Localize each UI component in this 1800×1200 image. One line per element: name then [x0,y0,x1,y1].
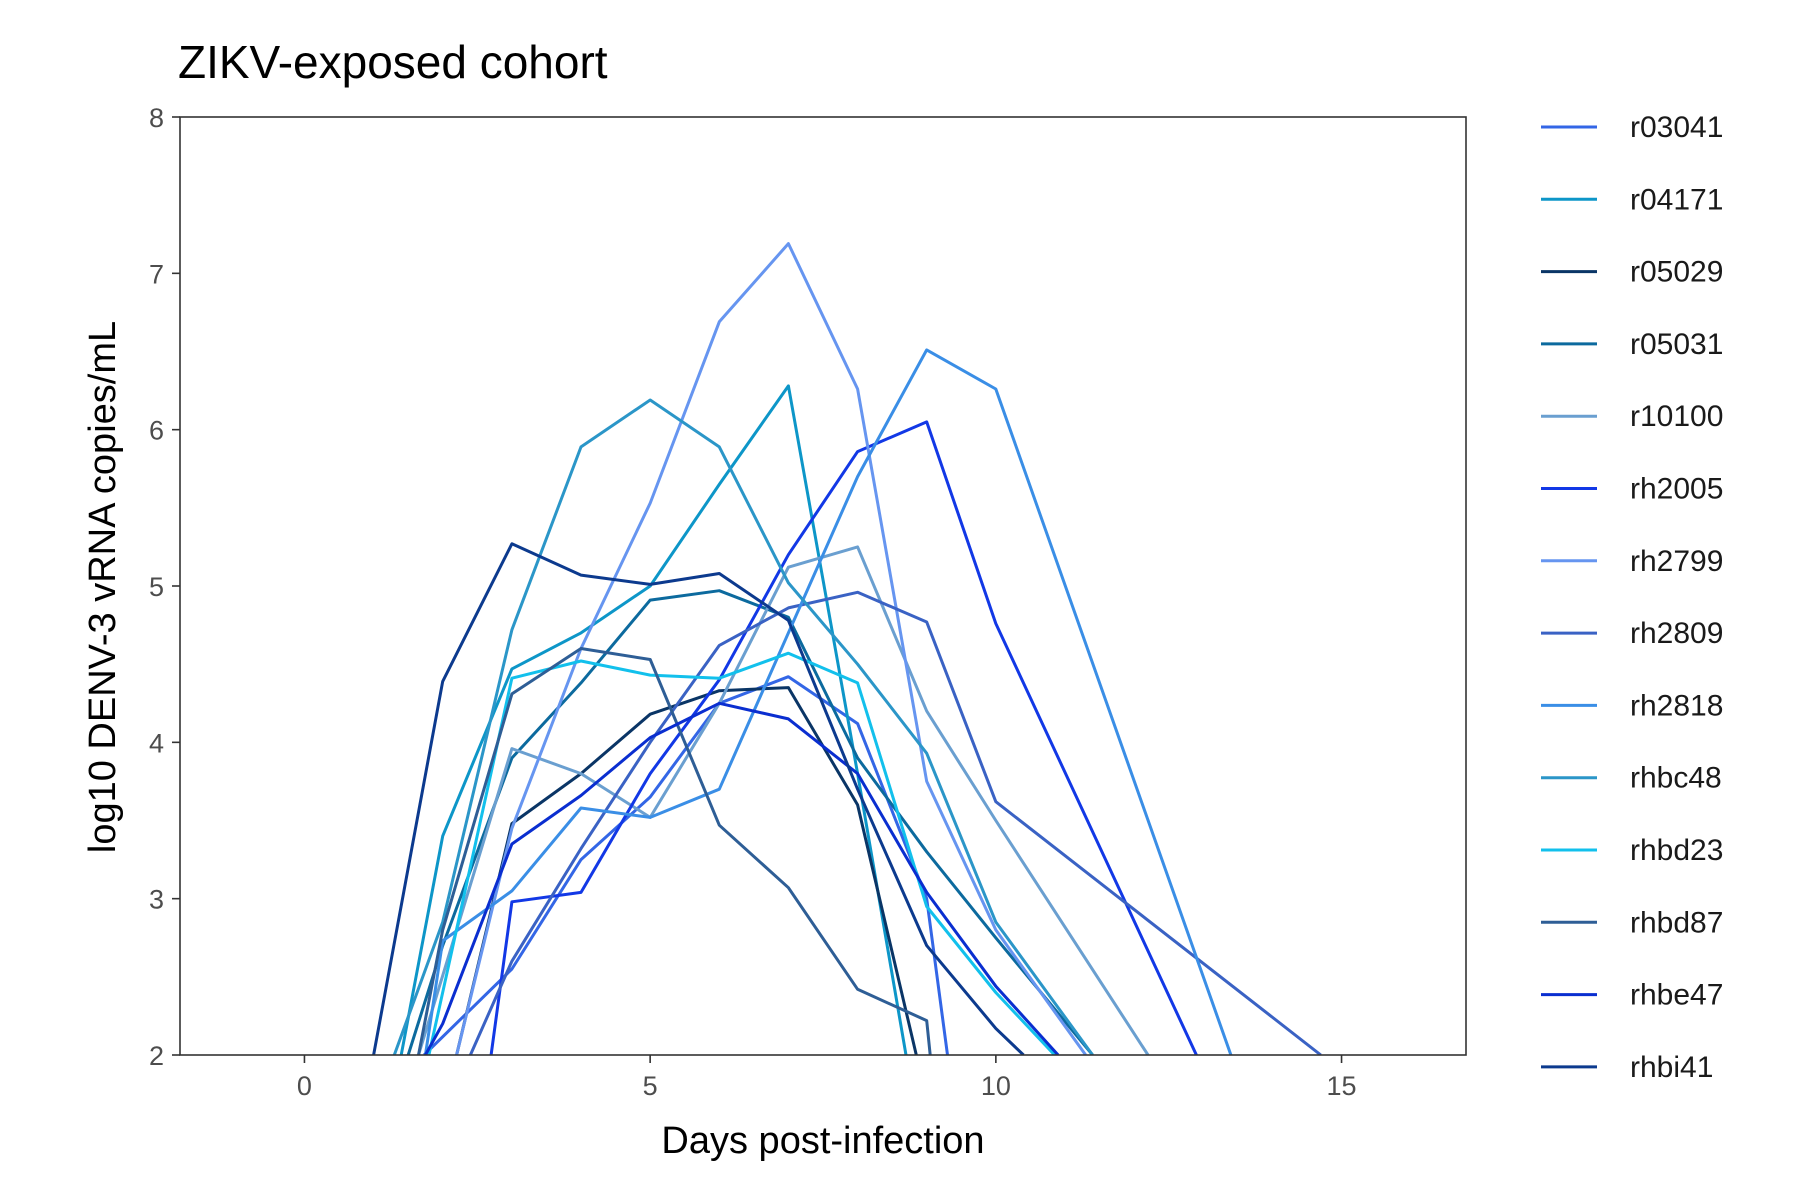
legend-item-rhbd23: rhbd23 [1541,834,1723,867]
y-tick-label: 6 [149,416,164,446]
x-axis-title: Days post-infection [661,1120,984,1162]
legend-label: rhbe47 [1630,979,1723,1012]
y-tick-label: 4 [149,728,164,758]
plot-area [179,116,1467,1056]
legend-label: rh2809 [1630,617,1723,650]
legend-item-rh2005: rh2005 [1541,473,1723,506]
series-line-rhbc48 [392,398,1094,1055]
legend-label: r05031 [1630,328,1723,361]
series-group [372,242,1322,1055]
legend-label: r03041 [1630,111,1723,144]
legend-label: r10100 [1630,400,1723,433]
series-line-rh2809 [469,590,1322,1055]
legend: r03041 r04171 r05029 r05031 r10100 rh2005 rh27… [1541,111,1723,1084]
x-tick-label: 10 [981,1071,1011,1101]
series-line-r05029 [455,686,918,1055]
legend-label: rhbd23 [1630,834,1723,867]
legend-item-rh2799: rh2799 [1541,545,1723,578]
legend-label: rhbi41 [1630,1051,1713,1084]
legend-label: rhbd87 [1630,906,1723,939]
series-line-rhbd87 [417,647,932,1055]
y-tick-label: 3 [149,885,164,915]
series-line-rh2799 [455,242,1087,1055]
legend-label: r05029 [1630,256,1723,289]
legend-item-rh2809: rh2809 [1541,617,1723,650]
y-tick-label: 5 [149,572,164,602]
y-axis: 2 3 4 5 6 7 8 [149,103,180,1071]
y-tick-label: 8 [149,103,164,133]
legend-label: rh2005 [1630,473,1723,506]
y-tick-label: 7 [149,259,164,289]
x-tick-label: 0 [297,1071,312,1101]
legend-label: rh2818 [1630,689,1723,722]
legend-label: r04171 [1630,183,1723,216]
series-line-rhbi41 [372,542,1025,1055]
x-tick-label: 5 [643,1071,658,1101]
legend-item-rhbi41: rhbi41 [1541,1051,1713,1084]
series-line-rh2005 [489,420,1198,1055]
x-axis: 0 5 10 15 [297,1055,1357,1101]
legend-label: rh2799 [1630,545,1723,578]
y-axis-title: log10 DENV-3 vRNA copies/mL [82,321,124,853]
legend-item-r03041: r03041 [1541,111,1723,144]
legend-item-rhbe47: rhbe47 [1541,979,1723,1012]
legend-item-r05029: r05029 [1541,256,1723,289]
series-line-r10100 [417,545,1150,1055]
legend-label: rhbc48 [1630,762,1722,795]
series-line-r04171 [399,384,908,1055]
y-tick-label: 2 [149,1041,164,1071]
chart-title: ZIKV-exposed cohort [178,36,608,88]
x-tick-label: 15 [1327,1071,1357,1101]
legend-item-rh2818: rh2818 [1541,689,1723,722]
series-line-rhbe47 [424,701,1060,1055]
legend-item-r04171: r04171 [1541,183,1723,216]
legend-item-rhbc48: rhbc48 [1541,762,1722,795]
legend-item-r10100: r10100 [1541,400,1723,433]
legend-item-rhbd87: rhbd87 [1541,906,1723,939]
legend-item-r05031: r05031 [1541,328,1723,361]
